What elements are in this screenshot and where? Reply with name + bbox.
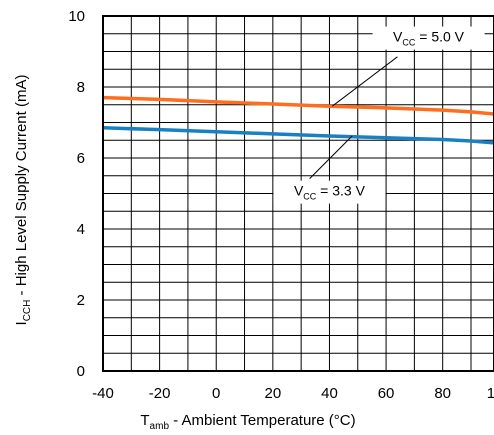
series-label-bg-1 — [372, 26, 485, 50]
x-tick-label: -20 — [149, 385, 171, 402]
x-tick-label: 0 — [212, 385, 220, 402]
series-leader-line-2 — [309, 135, 353, 179]
series-lines — [102, 95, 494, 145]
series-label-1: VCC = 5.0 V — [393, 29, 465, 48]
series-label-bg-2 — [273, 180, 386, 204]
series-line-1 — [102, 95, 494, 116]
y-tick-label: 6 — [77, 150, 85, 167]
series-label-2: VCC = 3.3 V — [294, 183, 366, 202]
y-tick-label: 4 — [77, 221, 85, 238]
y-axis-title: ICCH - High Level Supply Current (mA) — [13, 75, 33, 326]
x-tick-label: 60 — [378, 385, 395, 402]
y-tick-label: 10 — [68, 8, 85, 25]
x-tick-label: 40 — [321, 385, 338, 402]
series-leader-line-1 — [331, 56, 398, 107]
x-tick-labels: -40 -20 0 20 40 60 80 100 — [92, 385, 494, 402]
grid — [103, 16, 494, 371]
x-tick-label: 80 — [434, 385, 451, 402]
plot-frame — [102, 15, 494, 372]
y-tick-label: 2 — [77, 292, 85, 309]
series-line-2 — [102, 126, 494, 145]
y-tick-label: 8 — [77, 79, 85, 96]
x-axis-title: Tamb - Ambient Temperature (°C) — [140, 412, 355, 432]
y-tick-labels: 0 2 4 6 8 10 — [68, 8, 85, 380]
x-tick-label: 100 — [487, 385, 494, 402]
y-tick-label: 0 — [77, 363, 85, 380]
x-tick-label: 20 — [265, 385, 282, 402]
x-tick-label: -40 — [92, 385, 114, 402]
annotations: VCC = 5.0 V VCC = 3.3 V — [273, 26, 485, 204]
